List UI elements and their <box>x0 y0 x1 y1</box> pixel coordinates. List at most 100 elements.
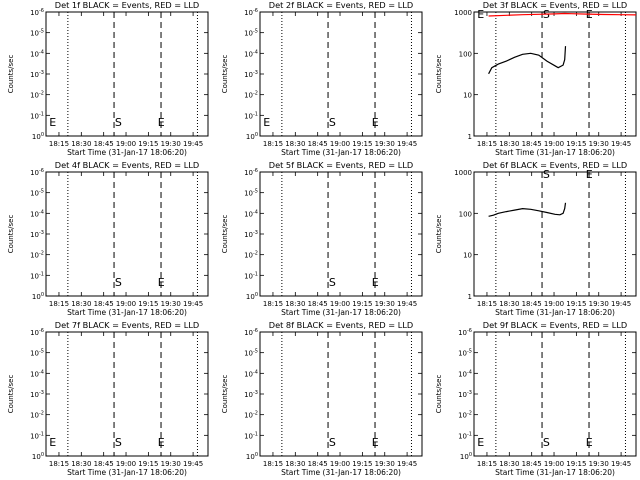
y-tick-label: 10-2 <box>244 91 258 100</box>
x-tick-label: 18:30 <box>499 140 519 148</box>
x-tick-label: 18:15 <box>263 300 283 308</box>
x-tick-label: 18:15 <box>263 460 283 468</box>
x-axis-label: Start Time (31-Jan-17 18:06:20) <box>495 468 615 477</box>
x-tick-label: 18:30 <box>285 140 305 148</box>
plot-frame <box>259 331 423 457</box>
series-line-2 <box>488 46 567 75</box>
y-tick-label: 10-6 <box>30 328 44 337</box>
x-tick-label: 19:15 <box>138 300 158 308</box>
chart-panel-4: Det 4f BLACK = Events, RED = LLD 100 10-1 1… <box>7 160 209 317</box>
x-tick-label: 19:00 <box>330 140 350 148</box>
y-tick-label: 100 <box>246 452 258 461</box>
x-tick-label: 19:15 <box>138 140 158 148</box>
marker-letter: E <box>372 436 379 449</box>
y-tick-label: 1 <box>468 293 472 301</box>
y-tick-label: 10-1 <box>30 111 44 120</box>
y-tick-label: 100 <box>32 452 44 461</box>
chart-title: Det 2f BLACK = Events, RED = LLD <box>269 0 413 10</box>
x-tick-label: 18:15 <box>49 300 69 308</box>
marker-letter: S <box>329 276 336 289</box>
y-tick-label: 10-3 <box>458 390 472 399</box>
x-axis-label: Start Time (31-Jan-17 18:06:20) <box>281 308 401 317</box>
x-tick-label: 18:30 <box>71 460 91 468</box>
y-tick-label: 100 <box>246 292 258 301</box>
x-tick-label: 18:45 <box>94 300 114 308</box>
x-tick-label: 19:15 <box>352 300 372 308</box>
x-tick-label: 18:30 <box>285 460 305 468</box>
marker-letter: E <box>263 116 270 129</box>
y-tick-label: 10-4 <box>244 369 258 378</box>
y-tick-label: 10-6 <box>244 8 258 17</box>
marker-letter: E <box>158 116 165 129</box>
x-tick-label: 19:45 <box>397 460 417 468</box>
y-tick-label: 1 <box>468 133 472 141</box>
y-tick-label: 10-6 <box>244 168 258 177</box>
y-tick-label: 10-2 <box>244 251 258 260</box>
y-tick-label: 10-2 <box>244 411 258 420</box>
marker-letter: E <box>158 436 165 449</box>
y-tick-label: 10-3 <box>30 390 44 399</box>
x-tick-label: 19:00 <box>544 460 564 468</box>
x-tick-label: 19:30 <box>589 300 609 308</box>
y-axis-label: Counts/sec <box>435 215 443 254</box>
y-tick-label: 10-3 <box>30 230 44 239</box>
x-tick-label: 18:15 <box>49 460 69 468</box>
y-tick-label: 10-3 <box>244 70 258 79</box>
y-tick-label: 1000 <box>454 169 472 177</box>
x-tick-label: 19:45 <box>611 460 631 468</box>
marker-letter: S <box>543 168 550 181</box>
x-tick-label: 18:30 <box>499 460 519 468</box>
y-tick-label: 100 <box>459 210 472 218</box>
x-tick-label: 19:30 <box>161 460 181 468</box>
x-tick-label: 18:45 <box>522 140 542 148</box>
x-tick-label: 19:15 <box>566 140 586 148</box>
y-tick-label: 10-5 <box>30 189 44 198</box>
x-tick-label: 19:30 <box>589 460 609 468</box>
y-tick-label: 100 <box>246 132 258 141</box>
y-tick-label: 1000 <box>454 9 472 17</box>
y-axis-label: Counts/sec <box>7 215 15 254</box>
x-tick-label: 19:45 <box>183 460 203 468</box>
marker-letter: S <box>115 116 122 129</box>
x-tick-label: 19:15 <box>138 460 158 468</box>
chart-title: Det 6f BLACK = Events, RED = LLD <box>483 160 627 170</box>
x-tick-label: 18:30 <box>71 300 91 308</box>
y-tick-label: 10-1 <box>244 271 258 280</box>
y-tick-label: 10-1 <box>458 431 472 440</box>
plot-frame <box>473 331 637 457</box>
x-tick-label: 19:45 <box>397 300 417 308</box>
y-tick-label: 10-4 <box>244 209 258 218</box>
x-tick-label: 19:00 <box>116 300 136 308</box>
chart-panel-8: Det 8f BLACK = Events, RED = LLD 100 10-1 1… <box>221 320 423 477</box>
y-tick-label: 10-5 <box>244 189 258 198</box>
y-axis-label: Counts/sec <box>221 215 229 254</box>
x-axis-label: Start Time (31-Jan-17 18:06:20) <box>281 468 401 477</box>
x-axis-label: Start Time (31-Jan-17 18:06:20) <box>495 148 615 157</box>
y-tick-label: 10-3 <box>244 390 258 399</box>
x-tick-label: 18:45 <box>522 460 542 468</box>
y-axis-label: Counts/sec <box>435 375 443 414</box>
x-tick-label: 19:30 <box>161 140 181 148</box>
x-tick-label: 19:45 <box>611 140 631 148</box>
plot-frame <box>45 331 209 457</box>
marker-letter: S <box>115 436 122 449</box>
marker-letter: E <box>372 116 379 129</box>
marker-letter: E <box>477 436 484 449</box>
y-tick-label: 10-5 <box>458 349 472 358</box>
x-tick-label: 18:15 <box>263 140 283 148</box>
series-line-1 <box>488 202 567 217</box>
chart-title: Det 8f BLACK = Events, RED = LLD <box>269 320 413 330</box>
y-tick-label: 10-2 <box>30 411 44 420</box>
marker-letter: E <box>49 436 56 449</box>
x-axis-label: Start Time (31-Jan-17 18:06:20) <box>67 148 187 157</box>
y-axis-label: Counts/sec <box>7 55 15 94</box>
y-tick-label: 10-1 <box>30 271 44 280</box>
x-tick-label: 18:30 <box>499 300 519 308</box>
y-axis-label: Counts/sec <box>221 55 229 94</box>
y-tick-label: 10-4 <box>30 209 44 218</box>
y-tick-label: 10-4 <box>458 369 472 378</box>
y-tick-label: 10 <box>463 252 472 260</box>
x-axis-label: Start Time (31-Jan-17 18:06:20) <box>495 308 615 317</box>
x-tick-label: 19:00 <box>116 140 136 148</box>
y-tick-label: 10-5 <box>30 349 44 358</box>
